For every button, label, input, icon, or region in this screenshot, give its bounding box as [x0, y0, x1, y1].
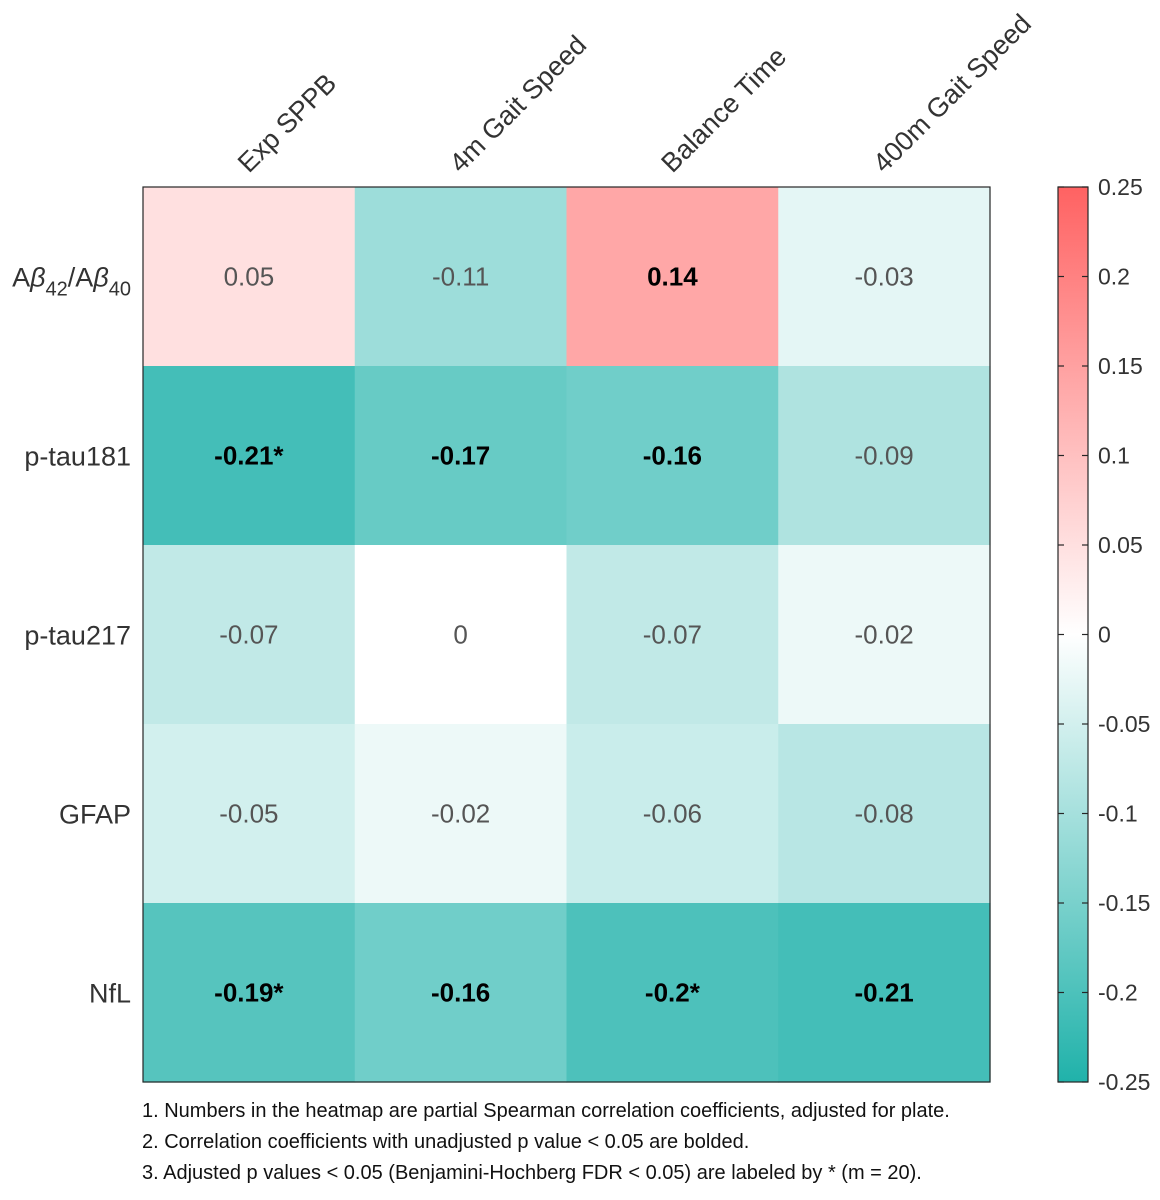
heatmap-frame	[142, 186, 991, 1083]
colorbar-tick-label: 0	[1098, 622, 1111, 648]
colorbar-tick-label: -0.2	[1098, 980, 1138, 1006]
heatmap-cell	[354, 187, 568, 367]
row-label-part: 40	[109, 279, 131, 301]
cell-value-label: -0.17	[431, 441, 490, 471]
heatmap-cell	[566, 187, 779, 367]
cell-value-label: -0.19*	[214, 978, 284, 1008]
heatmap-chart: 0.05 -0.11 0.14 -0.03 -0.21* -0.17 -0.16 -0.09 -…	[12, 8, 1150, 1095]
footnote-1: 1. Numbers in the heatmap are partial Sp…	[142, 1100, 950, 1122]
cell-value-label: -0.06	[643, 799, 702, 829]
cell-value-label: -0.02	[854, 620, 913, 650]
colorbar-tick-label: 0.2	[1098, 264, 1130, 290]
heatmap-cell	[778, 903, 991, 1083]
heatmap-cell	[778, 545, 991, 725]
row-label: Aβ42/Aβ40	[12, 263, 131, 301]
colorbar-tick-label: 0.05	[1098, 532, 1143, 558]
heatmap-cell	[566, 366, 779, 546]
row-label: GFAP	[59, 800, 131, 830]
heatmap-cell	[778, 366, 991, 546]
colorbar-tick-label: -0.25	[1098, 1069, 1150, 1095]
cell-value-label: -0.07	[219, 620, 278, 650]
heatmap-cell	[566, 903, 779, 1083]
cell-value-label: -0.08	[854, 799, 913, 829]
heatmap-cell	[143, 903, 356, 1083]
heatmap-cell	[778, 724, 991, 904]
cell-value-label: -0.16	[431, 978, 490, 1008]
heatmap-cell	[566, 724, 779, 904]
cell-value-label: 0	[453, 620, 467, 650]
row-label: p-tau217	[24, 621, 131, 651]
heatmap-cell	[143, 724, 356, 904]
cell-value-label: -0.09	[854, 441, 913, 471]
column-label: Balance Time	[655, 41, 792, 178]
heatmap-cell	[354, 545, 568, 725]
footnotes: 1. Numbers in the heatmap are partial Sp…	[142, 1096, 1152, 1189]
row-label-part: 42	[46, 279, 68, 301]
cell-value-label: -0.11	[432, 262, 489, 292]
colorbar-tick-label: -0.05	[1098, 711, 1150, 737]
row-label: NfL	[89, 979, 131, 1009]
heatmap-cell	[778, 187, 991, 367]
column-label: Exp SPPB	[232, 68, 342, 178]
colorbar-tick-label: -0.1	[1098, 801, 1138, 827]
cell-value-label: -0.07	[643, 620, 702, 650]
footnote-3: 3. Adjusted p values < 0.05 (Benjamini-H…	[142, 1162, 922, 1184]
cell-value-label: -0.05	[219, 799, 278, 829]
colorbar-tick-label: 0.1	[1098, 443, 1130, 469]
row-label-part: β	[29, 263, 45, 293]
row-label-part: /A	[68, 263, 94, 293]
heatmap-cell	[143, 545, 356, 725]
cell-value-label: -0.16	[643, 441, 702, 471]
heatmap-cell	[143, 366, 356, 546]
cell-value-label: -0.2*	[645, 978, 701, 1008]
cell-value-label: 0.14	[647, 262, 698, 292]
heatmap-cell	[354, 724, 568, 904]
footnote-2: 2. Correlation coefficients with unadjus…	[142, 1131, 750, 1153]
row-label-part: β	[92, 263, 108, 293]
colorbar-tick-label: -0.15	[1098, 890, 1150, 916]
heatmap-cell	[354, 903, 568, 1083]
heatmap-cell	[143, 187, 356, 367]
row-label: p-tau181	[24, 442, 131, 472]
cell-value-label: -0.03	[854, 262, 913, 292]
heatmap-cell	[354, 366, 568, 546]
cell-value-label: -0.21*	[214, 441, 284, 471]
column-label: 400m Gait Speed	[867, 8, 1037, 178]
heatmap-cell	[566, 545, 779, 725]
cell-value-label: -0.02	[431, 799, 490, 829]
row-label-part: A	[12, 263, 30, 293]
cell-value-label: 0.05	[224, 262, 275, 292]
colorbar-tick-label: 0.25	[1098, 174, 1143, 200]
colorbar-tick-label: 0.15	[1098, 353, 1143, 379]
cell-value-label: -0.21	[854, 978, 913, 1008]
column-label: 4m Gait Speed	[444, 30, 593, 179]
